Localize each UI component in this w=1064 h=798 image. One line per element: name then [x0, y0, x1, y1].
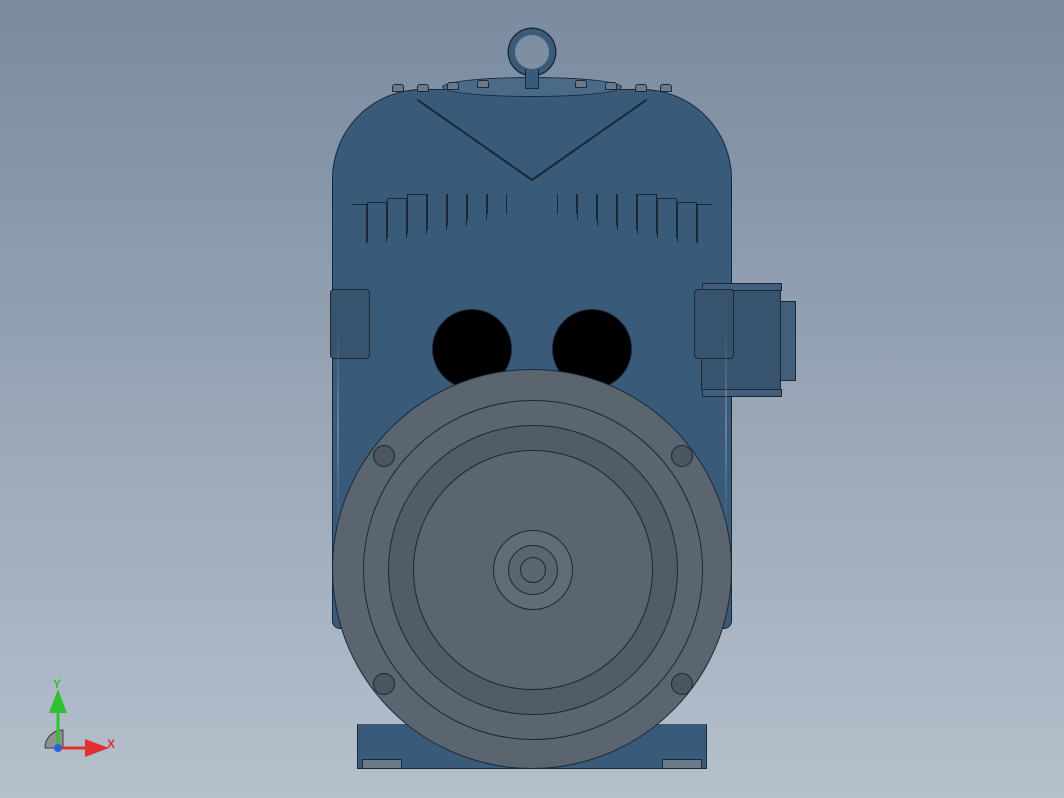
- cooling-fin: [657, 198, 677, 238]
- cad-viewport[interactable]: X Y: [0, 0, 1064, 798]
- cooling-fin: [637, 194, 657, 234]
- x-axis-label: X: [107, 737, 115, 751]
- front-mounting-flange: [332, 369, 732, 769]
- flange-bolt-hole: [373, 673, 395, 695]
- z-axis-point: [54, 744, 62, 752]
- flange-bolt-hole: [373, 445, 395, 467]
- cooling-fin: [557, 194, 577, 214]
- mid-block-left: [330, 289, 370, 359]
- edge-highlight: [337, 329, 339, 529]
- mounting-foot-left: [362, 759, 402, 769]
- top-bolt: [635, 84, 647, 92]
- cooling-fin: [487, 194, 507, 214]
- cooling-fin: [597, 194, 617, 226]
- mid-block-right: [694, 289, 734, 359]
- cooling-fin: [467, 194, 487, 220]
- top-bolt: [660, 84, 672, 92]
- cooling-fin: [577, 194, 597, 220]
- flange-bolt-hole: [671, 445, 693, 467]
- cooling-fins: [352, 194, 712, 244]
- axis-triad[interactable]: X Y: [25, 673, 125, 773]
- edge-highlight: [725, 329, 727, 529]
- cooling-fin: [352, 204, 367, 244]
- top-bolt: [477, 80, 489, 88]
- top-bolt: [447, 82, 459, 90]
- mounting-foot-right: [662, 759, 702, 769]
- top-bolt: [605, 82, 617, 90]
- top-bolt: [392, 84, 404, 92]
- cooling-fin: [427, 194, 447, 230]
- cooling-fin: [367, 202, 387, 242]
- junction-box-bottom-flange: [702, 389, 782, 397]
- cooling-fin: [677, 202, 697, 242]
- axis-triad-svg: [25, 673, 125, 773]
- shaft-end: [520, 557, 546, 583]
- cooling-fin: [387, 198, 407, 238]
- flange-bolt-hole: [671, 673, 693, 695]
- lifting-eye-shaft: [525, 69, 539, 89]
- top-bolt: [575, 80, 587, 88]
- junction-box-side-flange: [780, 301, 796, 381]
- y-axis-label: Y: [53, 677, 61, 691]
- lifting-eye: [507, 29, 557, 85]
- cooling-fin: [697, 204, 712, 244]
- cooling-fin: [617, 194, 637, 230]
- cooling-fin: [407, 194, 427, 234]
- cooling-fin: [447, 194, 467, 226]
- top-bolt: [417, 84, 429, 92]
- motor-model[interactable]: [292, 29, 772, 769]
